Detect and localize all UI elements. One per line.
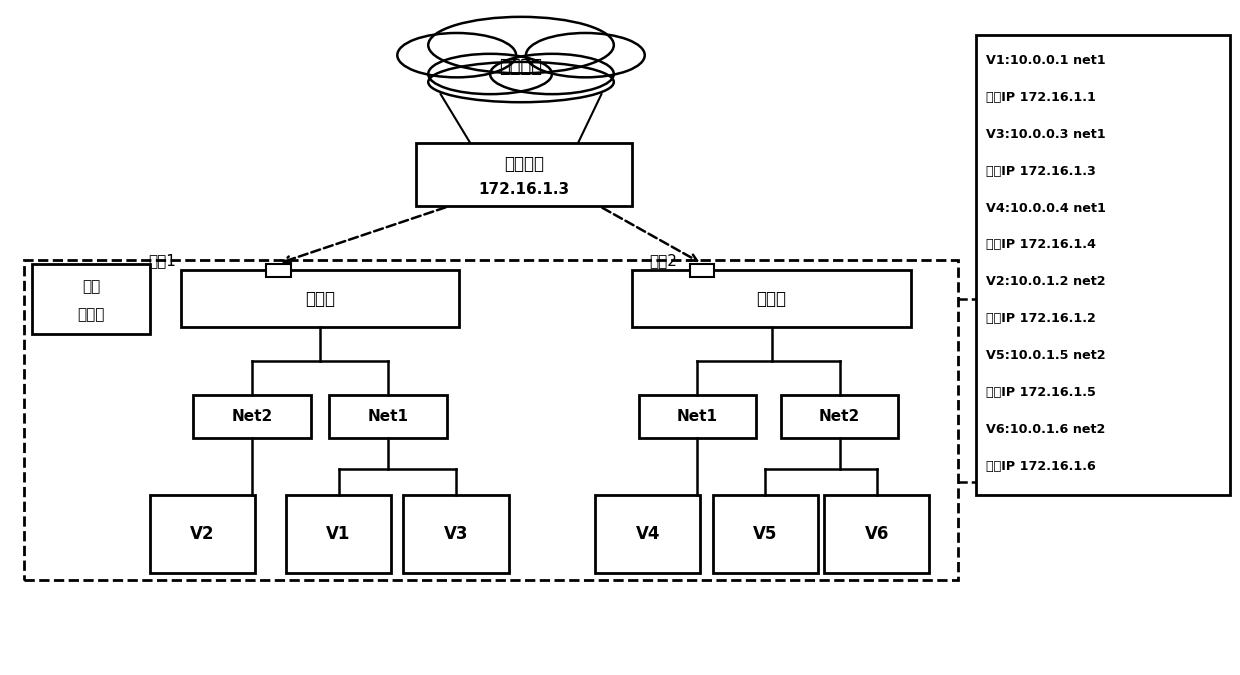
Bar [415, 142, 632, 207]
Bar [403, 495, 508, 573]
Bar [689, 263, 714, 277]
Bar [330, 395, 446, 438]
Text: V5: V5 [753, 525, 777, 543]
Text: 路由器: 路由器 [756, 290, 786, 308]
Text: V3: V3 [444, 525, 469, 543]
Text: V6:10.0.1.6 net2: V6:10.0.1.6 net2 [986, 423, 1106, 435]
Text: 交换机: 交换机 [77, 308, 104, 323]
Text: 浮动IP 172.16.1.2: 浮动IP 172.16.1.2 [986, 312, 1096, 325]
Text: V1:10.0.0.1 net1: V1:10.0.0.1 net1 [986, 54, 1106, 68]
Ellipse shape [526, 33, 645, 78]
Bar [181, 270, 459, 327]
Text: 节点1: 节点1 [149, 252, 176, 268]
Text: 浮动IP 172.16.1.4: 浮动IP 172.16.1.4 [986, 238, 1096, 252]
Text: V4: V4 [636, 525, 660, 543]
Text: V2: V2 [190, 525, 215, 543]
Text: V1: V1 [326, 525, 351, 543]
Bar [193, 395, 311, 438]
Bar [639, 395, 756, 438]
Bar [825, 495, 929, 573]
Text: 浮动IP 172.16.1.1: 浮动IP 172.16.1.1 [986, 91, 1096, 104]
Text: 172.16.1.3: 172.16.1.3 [479, 182, 569, 196]
Bar [976, 35, 1230, 495]
Bar [781, 395, 898, 438]
Text: 节点2: 节点2 [650, 252, 677, 268]
Text: 外部装置: 外部装置 [500, 58, 543, 76]
Text: Net1: Net1 [367, 409, 408, 424]
Text: 路由器: 路由器 [305, 290, 335, 308]
Ellipse shape [428, 54, 552, 94]
Text: 浮动IP 172.16.1.3: 浮动IP 172.16.1.3 [986, 165, 1096, 178]
Ellipse shape [397, 33, 516, 78]
Text: V4:10.0.0.4 net1: V4:10.0.0.4 net1 [986, 202, 1106, 215]
Ellipse shape [490, 54, 614, 94]
Text: 浮动IP 172.16.1.6: 浮动IP 172.16.1.6 [986, 460, 1096, 472]
Ellipse shape [428, 17, 614, 74]
Text: V5:10.0.1.5 net2: V5:10.0.1.5 net2 [986, 349, 1106, 362]
Text: 虚拟: 虚拟 [82, 279, 100, 294]
Ellipse shape [428, 62, 614, 102]
Text: V6: V6 [864, 525, 889, 543]
Text: 外部接口: 外部接口 [505, 155, 544, 173]
Text: 浮动IP 172.16.1.5: 浮动IP 172.16.1.5 [986, 386, 1096, 399]
Text: V2:10.0.1.2 net2: V2:10.0.1.2 net2 [986, 275, 1106, 288]
Text: Net1: Net1 [677, 409, 718, 424]
Bar [24, 260, 957, 580]
Bar [595, 495, 701, 573]
Text: Net2: Net2 [818, 409, 861, 424]
Bar [286, 495, 391, 573]
Bar [32, 263, 150, 334]
Text: V3:10.0.0.3 net1: V3:10.0.0.3 net1 [986, 128, 1106, 141]
Bar [713, 495, 818, 573]
Bar [632, 270, 910, 327]
Bar [265, 263, 290, 277]
Text: Net2: Net2 [232, 409, 273, 424]
Bar [150, 495, 255, 573]
